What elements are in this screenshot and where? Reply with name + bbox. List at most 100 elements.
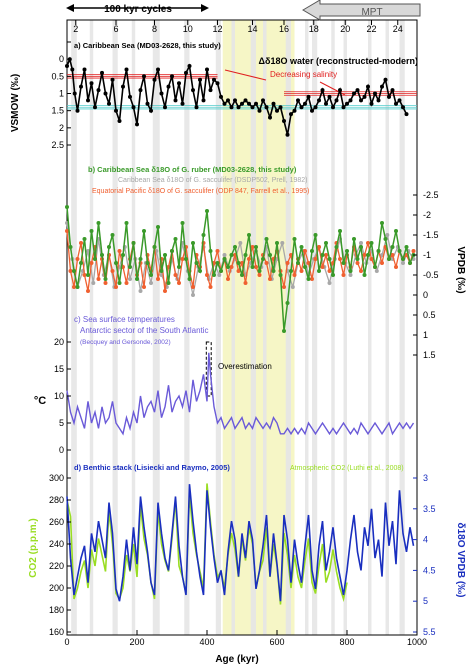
panel-b-title: b) Caribbean Sea δ18O of G. ruber (MD03-… xyxy=(88,165,297,174)
age-tick-label-200: 200 xyxy=(129,637,144,647)
panel-c-ylabel: °C xyxy=(34,395,46,407)
salinity-black-point-98 xyxy=(404,112,409,117)
panel-a-annotation: Decreasing salinity xyxy=(270,70,337,79)
d18o-green-point-14 xyxy=(114,261,118,265)
d18o-green-point-83 xyxy=(355,257,360,261)
salinity-black-point-26 xyxy=(152,77,157,82)
d18o-orange-point-13 xyxy=(110,269,115,273)
salinity-black-point-92 xyxy=(383,77,388,82)
d18o-orange-point-54 xyxy=(254,265,258,269)
salinity-black-point-29 xyxy=(163,105,167,110)
panel-a-y-tick-label-4: 1.5 xyxy=(51,106,64,116)
d18o-green-point-66 xyxy=(296,261,300,265)
salinity-black-point-61 xyxy=(275,108,279,113)
stage-label-2: 2 xyxy=(73,24,78,34)
d18o-green-point-8 xyxy=(93,257,97,261)
salinity-black-point-20 xyxy=(131,105,136,110)
glacial-band-3 xyxy=(131,20,136,635)
panel-b-y-tick-label-0: 1.5 xyxy=(423,350,436,360)
panel-c-subtitle: Antarctic sector of the South Atlantic xyxy=(80,326,209,335)
salinity-black-point-31 xyxy=(170,74,174,79)
d18o-grey-point-61 xyxy=(385,233,390,237)
sst-purple-line xyxy=(66,352,415,436)
d18o-green-point-93 xyxy=(390,245,395,249)
salinity-black-point-47 xyxy=(226,98,230,103)
salinity-black-point-72 xyxy=(313,105,318,110)
d18o-green-point-7 xyxy=(89,229,94,233)
d18o-green-point-52 xyxy=(247,233,251,237)
d18o-green-point-46 xyxy=(226,265,230,269)
d18o-green-point-40 xyxy=(205,209,209,213)
panel-a-title: a) Caribbean Sea (MD03-2628, this study) xyxy=(74,41,221,50)
d18o-orange-point-1 xyxy=(68,269,73,273)
panel-b-y-tick-label-1: 1 xyxy=(423,330,428,340)
panel-c-y-tick-label-0: 0 xyxy=(59,445,64,455)
d18o-grey-point-54 xyxy=(348,273,353,277)
salinity-black-point-76 xyxy=(327,94,332,99)
d18o-green-point-39 xyxy=(201,233,206,237)
d18o-orange-point-32 xyxy=(177,281,181,285)
d18o-orange-point-49 xyxy=(236,269,241,273)
d18o-orange-point-84 xyxy=(359,269,363,273)
d18o-green-point-51 xyxy=(243,253,248,257)
panel-d-benthic-co2: 160 180 200 220 240 260 280 300 3 3.5 4 4.5 5 5.5 xyxy=(49,473,436,637)
panel-b-y-tick-label-5: -1 xyxy=(423,250,431,260)
mpt-arrow xyxy=(302,0,421,21)
d18o-orange-point-85 xyxy=(362,253,367,257)
d18o-green-point-71 xyxy=(313,233,318,237)
glacial-band-17 xyxy=(399,20,405,635)
panel-c-y-tick-label-1: 5 xyxy=(59,418,64,428)
panel-d-yleft-tick-label-5: 260 xyxy=(49,517,64,527)
salinity-black-point-39 xyxy=(198,77,202,82)
glacial-band-0 xyxy=(71,20,77,635)
d18o-green-point-33 xyxy=(180,221,185,225)
d18o-orange-point-15 xyxy=(117,249,122,253)
d18o-green-point-48 xyxy=(233,245,237,249)
d18o-green-point-81 xyxy=(348,269,353,273)
panel-d-ylabel-right: δ18O VPDB (‰) xyxy=(455,523,466,598)
plot-frame xyxy=(66,19,418,636)
salinity-black-point-78 xyxy=(334,98,339,103)
salinity-black-point-14 xyxy=(110,77,115,82)
salinity-black-point-21 xyxy=(135,122,139,127)
salinity-black-point-59 xyxy=(268,115,272,120)
d18o-green-point-53 xyxy=(250,265,255,269)
d18o-green-point-90 xyxy=(380,221,384,225)
salinity-black-point-70 xyxy=(306,94,311,99)
overestimation-box xyxy=(205,341,212,397)
d18o-orange-point-68 xyxy=(303,249,307,253)
d18o-green-point-86 xyxy=(366,253,370,257)
panel-b-legend-grey: Caribbean Sea δ18O of G. sacculifer (DSD… xyxy=(118,177,308,184)
panel-c-source: (Becquey and Gersonde, 2002) xyxy=(80,339,171,346)
salinity-black-point-86 xyxy=(362,94,367,99)
salinity-black-point-63 xyxy=(282,119,286,123)
d18o-green-point-70 xyxy=(310,249,314,253)
panel-c-y-tick-label-2: 10 xyxy=(54,391,64,401)
d18o-orange-point-50 xyxy=(240,261,244,265)
d18o-orange-point-65 xyxy=(292,273,297,277)
d18o-green-point-44 xyxy=(219,269,223,273)
glacial-band-1 xyxy=(89,20,94,635)
d18o-green-point-23 xyxy=(145,261,150,265)
panel-d-yright-tick-label-3: 4.5 xyxy=(423,565,436,575)
glacial-band-8 xyxy=(250,20,256,635)
glacial-band-14 xyxy=(343,20,347,635)
d18o-green-point-37 xyxy=(194,261,199,265)
d18o-orange-point-43 xyxy=(215,249,220,253)
d18o-green-point-60 xyxy=(275,241,279,245)
salinity-black-point-11 xyxy=(100,70,104,75)
salinity-black-point-17 xyxy=(121,84,125,89)
salinity-black-point-79 xyxy=(338,88,342,93)
top-stage-axis: 2 6 8 10 12 14 16 18 20 22 24 xyxy=(73,20,403,34)
d18o-green-point-45 xyxy=(222,257,227,261)
d18o-orange-point-83 xyxy=(355,261,360,265)
salinity-black-point-10 xyxy=(96,88,101,93)
d18o-green-point-91 xyxy=(383,237,388,241)
d18o-green-point-67 xyxy=(299,245,304,249)
glacial-band-11 xyxy=(305,20,309,635)
age-tick-label-600: 600 xyxy=(269,637,284,647)
d18o-grey-point-64 xyxy=(401,261,405,265)
d18o-green-point-5 xyxy=(82,237,87,241)
d18o-green-point-18 xyxy=(128,265,132,269)
d18o-green-point-47 xyxy=(229,253,234,257)
